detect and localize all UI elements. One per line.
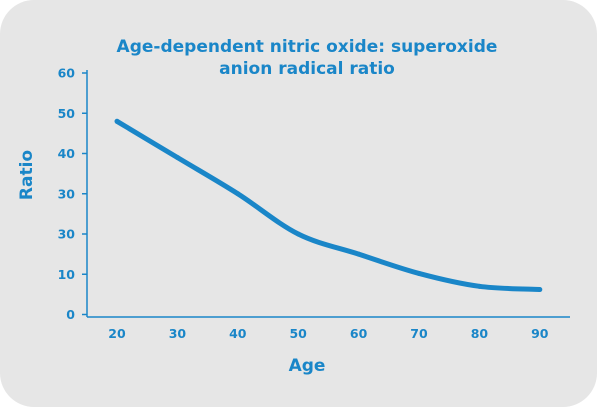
x-tick-label: 20 [108,326,126,341]
series-line [115,119,540,293]
y-axis-label: Ratio [17,150,37,200]
x-tick-label: 40 [229,326,247,341]
x-tick-label: 70 [410,326,428,341]
data-point [416,270,422,276]
y-tick-label: 40 [58,146,76,161]
x-axis-label: Age [289,356,326,376]
x-tick-label: 60 [350,326,368,341]
data-point [295,231,301,237]
y-tick-label: 50 [58,106,76,121]
x-tick-label: 30 [169,326,187,341]
data-point [174,155,180,161]
y-tick-label: 60 [58,66,76,81]
y-tick-label: 10 [58,267,76,282]
data-point [537,287,543,293]
data-point [114,118,120,124]
data-point [356,251,362,257]
chart-title-line-1: Age-dependent nitric oxide: superoxide [117,37,498,57]
y-tick-label: 30 [58,227,76,242]
x-tick-label: 90 [531,326,549,341]
x-tick-label: 50 [289,326,307,341]
chart-title-line-2: anion radical ratio [219,59,395,79]
y-tick-label: 0 [66,307,75,322]
y-tick-label: 30 [58,186,76,201]
data-point [235,191,241,197]
x-tick-label: 80 [471,326,489,341]
data-point [476,283,482,289]
